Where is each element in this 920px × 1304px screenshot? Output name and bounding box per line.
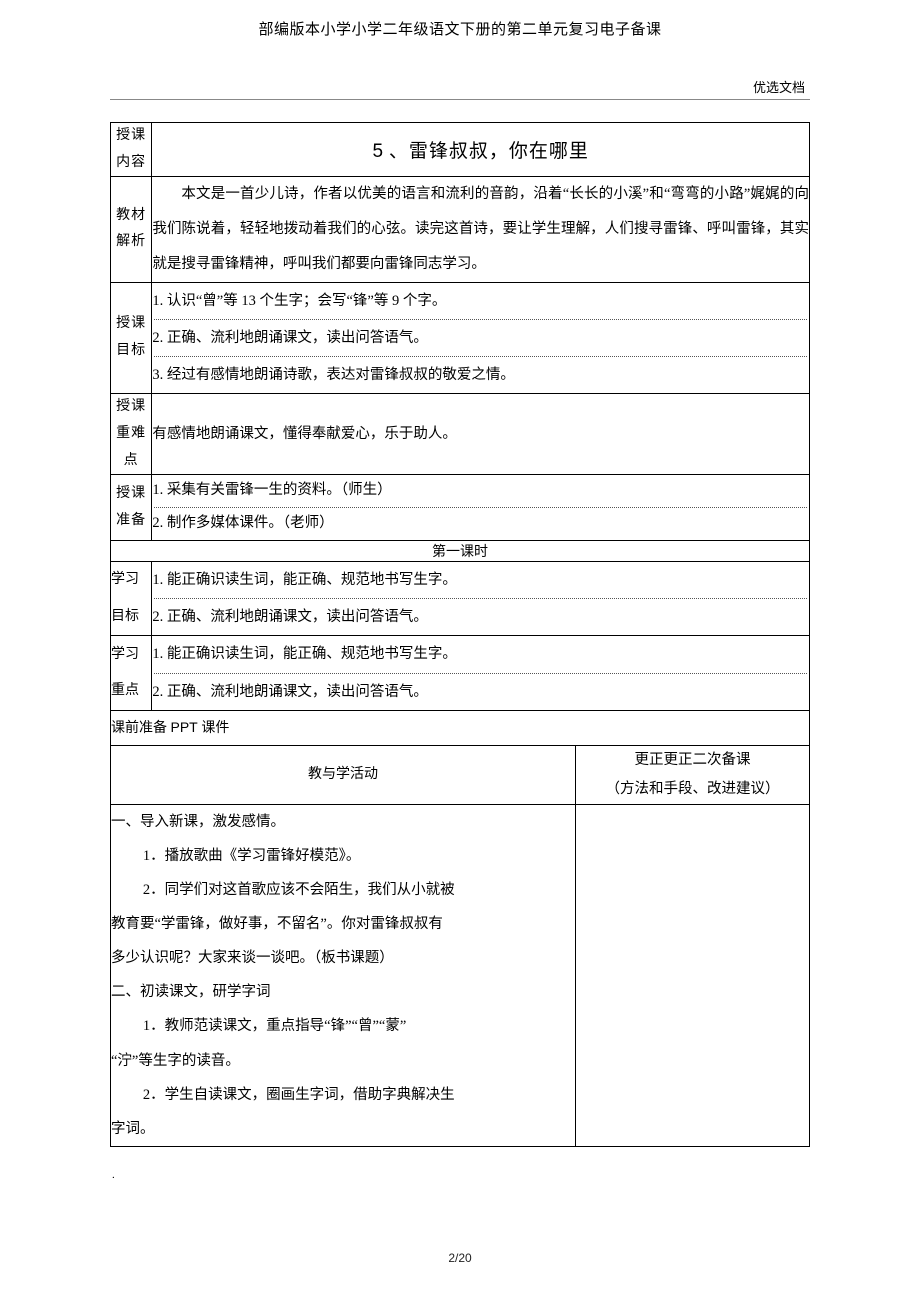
goal-3: 3. 经过有感情地朗诵诗歌，表达对雷锋叔叔的敬爱之情。 bbox=[152, 357, 809, 393]
label-keypoints: 授课重难点 bbox=[111, 394, 152, 475]
page-footer: 2/20 bbox=[0, 1181, 920, 1265]
goal-1: 1. 认识“曾”等 13 个生字；会写“锋”等 9 个字。 bbox=[152, 283, 809, 319]
lesson-number: 5 bbox=[373, 141, 384, 162]
notes-header-l2: （方法和手段、改进建议） bbox=[576, 775, 809, 804]
goal-2: 2. 正确、流利地朗诵课文，读出问答语气。 bbox=[152, 320, 809, 356]
act-s2-2a: 2．学生自读课文，圈画生字词，借助字典解决生 bbox=[111, 1078, 575, 1112]
goals-cell: 1. 认识“曾”等 13 个生字；会写“锋”等 9 个字。 2. 正确、流利地朗… bbox=[152, 282, 810, 394]
act-s1: 一、导入新课，激发感情。 bbox=[111, 805, 575, 839]
keypoints-text: 有感情地朗诵课文，懂得奉献爱心，乐于助人。 bbox=[152, 416, 809, 452]
study-goal-cell: 1. 能正确识读生词，能正确、规范地书写生字。 2. 正确、流利地朗诵课文，读出… bbox=[152, 561, 810, 636]
label-content: 授课内容 bbox=[111, 123, 152, 177]
label-goals: 授课目标 bbox=[111, 282, 152, 394]
activity-body: 一、导入新课，激发感情。 1．播放歌曲《学习雷锋好模范》。 2．同学们对这首歌应… bbox=[111, 805, 576, 1147]
label-preclass: 课前准备 bbox=[111, 721, 167, 736]
study-key-1: 1. 能正确识读生词，能正确、规范地书写生字。 bbox=[152, 636, 809, 672]
label-study-key: 学习重点 bbox=[111, 636, 152, 711]
footer-dot: . bbox=[0, 1147, 920, 1181]
act-s1-2c: 多少认识呢？大家来谈一谈吧。（板书课题） bbox=[111, 941, 575, 975]
act-s2: 二、初读课文，研学字词 bbox=[111, 975, 575, 1009]
label-analysis: 教材解析 bbox=[111, 177, 152, 282]
notes-body bbox=[576, 805, 810, 1147]
corner-label: 优选文档 bbox=[0, 39, 920, 96]
activity-header: 教与学活动 bbox=[111, 746, 576, 805]
study-key-2: 2. 正确、流利地朗诵课文，读出问答语气。 bbox=[152, 674, 809, 710]
header-rule bbox=[110, 99, 810, 100]
act-s1-2a: 2．同学们对这首歌应该不会陌生，我们从小就被 bbox=[111, 873, 575, 907]
act-s1-1: 1．播放歌曲《学习雷锋好模范》。 bbox=[111, 839, 575, 873]
act-s2-1a: 1．教师范读课文，重点指导“锋”“曾”“蒙” bbox=[111, 1009, 575, 1043]
study-goal-1: 1. 能正确识读生词，能正确、规范地书写生字。 bbox=[152, 562, 809, 598]
lesson-title-cell: 5 、雷锋叔叔，你在哪里 bbox=[152, 123, 810, 177]
lesson-title: 雷锋叔叔，你在哪里 bbox=[409, 141, 589, 162]
lesson-plan-table: 授课内容 5 、雷锋叔叔，你在哪里 教材解析 本文是一首少儿诗，作者以优美的语言… bbox=[110, 122, 810, 1147]
prep-2: 2. 制作多媒体课件。（老师） bbox=[152, 508, 809, 540]
preclass-value: PPT 课件 bbox=[171, 719, 230, 735]
page-header: 部编版本小学小学二年级语文下册的第二单元复习电子备课 bbox=[0, 0, 920, 39]
notes-header-l1: 更正更正二次备课 bbox=[576, 746, 809, 775]
analysis-cell: 本文是一首少儿诗，作者以优美的语言和流利的音韵，沿着“长长的小溪”和“弯弯的小路… bbox=[152, 177, 810, 282]
prep-cell: 1. 采集有关雷锋一生的资料。（师生） 2. 制作多媒体课件。（老师） bbox=[152, 475, 810, 541]
act-s1-2b: 教育要“学雷锋，做好事，不留名”。你对雷锋叔叔有 bbox=[111, 907, 575, 941]
act-s2-2b: 字词。 bbox=[111, 1112, 575, 1146]
notes-header: 更正更正二次备课 （方法和手段、改进建议） bbox=[576, 746, 810, 805]
label-study-goal: 学习目标 bbox=[111, 561, 152, 636]
prep-1: 1. 采集有关雷锋一生的资料。（师生） bbox=[152, 475, 809, 507]
label-prep: 授课准备 bbox=[111, 475, 152, 541]
act-s2-1b: “泞”等生字的读音。 bbox=[111, 1044, 575, 1078]
period-header: 第一课时 bbox=[111, 540, 810, 561]
study-key-cell: 1. 能正确识读生词，能正确、规范地书写生字。 2. 正确、流利地朗诵课文，读出… bbox=[152, 636, 810, 711]
analysis-text: 本文是一首少儿诗，作者以优美的语言和流利的音韵，沿着“长长的小溪”和“弯弯的小路… bbox=[152, 177, 809, 281]
keypoints-cell: 有感情地朗诵课文，懂得奉献爱心，乐于助人。 bbox=[152, 394, 810, 475]
lesson-title-sep: 、 bbox=[383, 141, 409, 162]
study-goal-2: 2. 正确、流利地朗诵课文，读出问答语气。 bbox=[152, 599, 809, 635]
preclass-row: 课前准备 PPT 课件 bbox=[111, 710, 810, 745]
